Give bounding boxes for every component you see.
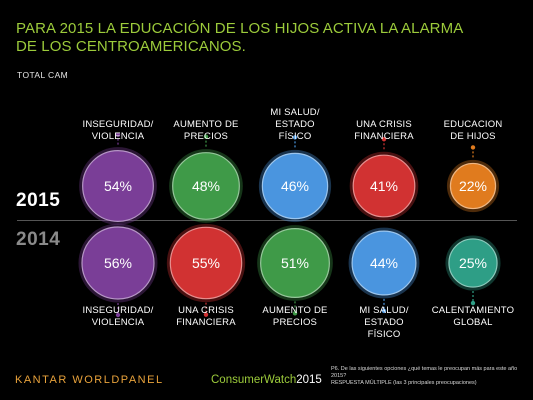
connector-dot-2015-educacion-de-hijos (470, 145, 476, 150)
label-2015-precios: AUMENTO DE PRECIOS (173, 119, 239, 142)
label-2015-salud: MI SALUD/ ESTADO FÍSICO (270, 107, 320, 142)
bubble-2015-una-crisis-financiera (352, 154, 416, 218)
connector-dot-2015-aumento-de-precios (203, 134, 209, 139)
question-note-line1: P6. De las siguientes opciones ¿qué tema… (331, 366, 518, 379)
year-label-2014: 2014 (16, 229, 61, 250)
question-note-line2: RESPUESTA MÚLTIPLE (las 3 principales pr… (331, 380, 477, 386)
bubble-2014-aumento-de-precios (260, 228, 330, 298)
connector-dot-2015-inseguridad-violencia (115, 132, 121, 137)
year-label-2015: 2015 (16, 190, 61, 211)
value-label-2014-aumento-de-precios: 51% (281, 255, 309, 271)
bubble-2015-inseguridad-violencia (82, 150, 154, 222)
value-label-2015-mi-salud-estado-fisico: 46% (281, 178, 309, 194)
bubble-2015-mi-salud-estado-fisico (261, 152, 329, 220)
value-label-2015-educacion-de-hijos: 22% (459, 178, 487, 194)
value-label-2015-una-crisis-financiera: 41% (370, 178, 398, 194)
value-label-2015-aumento-de-precios: 48% (192, 178, 220, 194)
connector-dot-2014-una-crisis-financiera (203, 312, 209, 317)
bubble-2014-inseguridad-violencia (81, 226, 155, 300)
year-divider (17, 220, 517, 221)
label-2014-precios: AUMENTO DE PRECIOS (262, 305, 328, 328)
connector-dot-2014-inseguridad-violencia (115, 312, 121, 318)
consumerwatch-year: 2015 (296, 374, 322, 386)
connector-dot-2015-mi-salud-estado-fisico (292, 135, 298, 140)
consumerwatch-brand: ConsumerWatch2015 (211, 374, 322, 386)
bubble-2015-educacion-de-hijos (449, 162, 497, 210)
consumerwatch-name: ConsumerWatch (211, 374, 297, 386)
label-2014-crisis: UNA CRISIS FINANCIERA (176, 305, 236, 328)
connector-dot-2014-calentamiento-global (470, 300, 476, 306)
chart-subtitle: TOTAL CAM (17, 70, 69, 80)
label-2014-salud: MI SALUD/ ESTADO FÍSICO (359, 305, 409, 340)
bubble-2015-aumento-de-precios (172, 152, 240, 220)
label-2015-inseguridad: INSEGURIDAD/ VIOLENCIA (82, 119, 154, 142)
bubble-2014-mi-salud-estado-fisico (351, 230, 417, 296)
bubble-2014-calentamiento-global (448, 238, 498, 288)
value-label-2014-una-crisis-financiera: 55% (192, 255, 220, 271)
page-title: PARA 2015 LA EDUCACIÓN DE LOS HIJOS ACTI… (16, 20, 463, 55)
label-2014-inseguridad: INSEGURIDAD/ VIOLENCIA (82, 305, 154, 328)
question-note: P6. De las siguientes opciones ¿qué tema… (331, 366, 521, 387)
label-2015-educacion: EDUCACION DE HIJOS (443, 119, 503, 142)
label-2015-crisis: UNA CRISIS FINANCIERA (354, 119, 414, 142)
label-2014-calentamiento: CALENTAMIENTO GLOBAL (431, 305, 515, 328)
connector-dot-2015-una-crisis-financiera (381, 136, 387, 142)
value-label-2014-inseguridad-violencia: 56% (104, 255, 132, 271)
kantar-logo: KANTAR WORLDPANEL (15, 374, 164, 386)
value-label-2015-inseguridad-violencia: 54% (104, 178, 132, 194)
bubble-2014-una-crisis-financiera (169, 226, 243, 300)
value-label-2014-calentamiento-global: 25% (459, 255, 487, 271)
connector-dot-2014-aumento-de-precios (292, 311, 298, 316)
value-label-2014-mi-salud-estado-fisico: 44% (370, 255, 398, 271)
connector-dot-2014-mi-salud-estado-fisico (381, 308, 387, 314)
